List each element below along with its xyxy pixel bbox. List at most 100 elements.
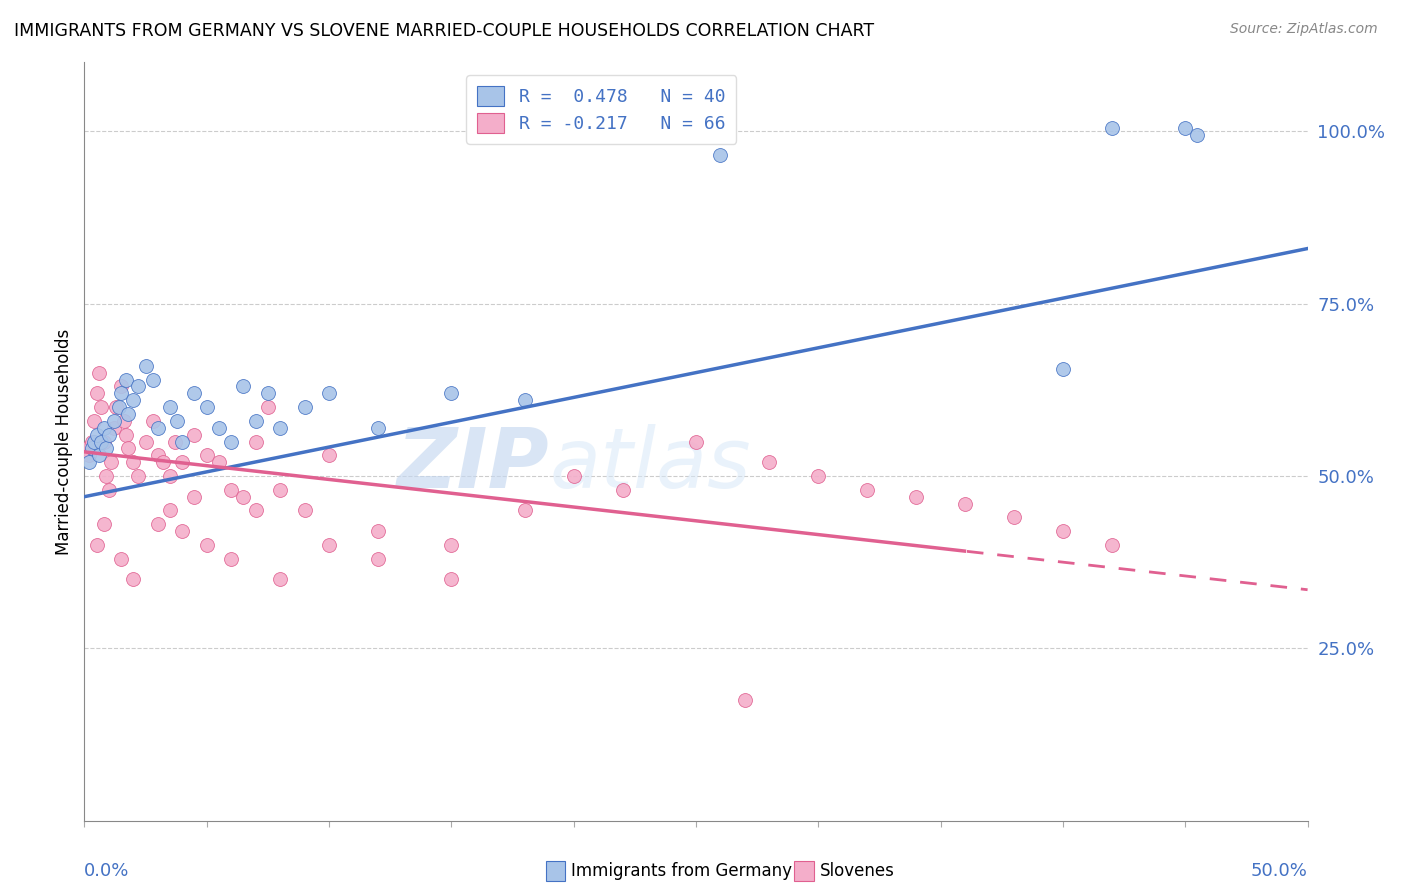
Point — [135, 434, 157, 449]
Point — [294, 503, 316, 517]
Legend: R =  0.478   N = 40, R = -0.217   N = 66: R = 0.478 N = 40, R = -0.217 N = 66 — [467, 75, 737, 144]
Text: Immigrants from Germany: Immigrants from Germany — [571, 863, 792, 880]
Point — [905, 490, 928, 504]
Point — [758, 455, 780, 469]
Point — [86, 386, 108, 401]
Point — [208, 455, 231, 469]
Point — [245, 414, 267, 428]
Point — [318, 386, 340, 401]
Y-axis label: Married-couple Households: Married-couple Households — [55, 328, 73, 555]
Point — [97, 427, 120, 442]
Point — [117, 407, 139, 421]
Point — [440, 386, 463, 401]
Point — [1002, 510, 1025, 524]
Point — [1101, 538, 1123, 552]
Point — [513, 393, 536, 408]
Point — [127, 379, 149, 393]
Point — [1187, 128, 1209, 142]
Point — [142, 372, 165, 386]
Point — [245, 434, 267, 449]
Point — [195, 400, 218, 414]
Point — [1052, 524, 1074, 538]
Text: IMMIGRANTS FROM GERMANY VS SLOVENE MARRIED-COUPLE HOUSEHOLDS CORRELATION CHART: IMMIGRANTS FROM GERMANY VS SLOVENE MARRI… — [14, 22, 875, 40]
Point — [96, 442, 118, 456]
Text: 0.0%: 0.0% — [84, 863, 129, 880]
Point — [166, 414, 188, 428]
Point — [135, 359, 157, 373]
Point — [172, 524, 194, 538]
Point — [208, 421, 231, 435]
Point — [146, 517, 169, 532]
Point — [183, 386, 205, 401]
Point — [93, 517, 115, 532]
Point — [172, 455, 194, 469]
Point — [440, 538, 463, 552]
Point — [100, 455, 122, 469]
Point — [87, 448, 110, 462]
Point — [146, 448, 169, 462]
Point — [93, 421, 115, 435]
Point — [159, 400, 181, 414]
Point — [127, 469, 149, 483]
Point — [562, 469, 585, 483]
Point — [232, 379, 254, 393]
Text: atlas: atlas — [550, 424, 751, 505]
Point — [219, 551, 242, 566]
Point — [86, 538, 108, 552]
Point — [110, 379, 132, 393]
Point — [77, 448, 100, 462]
Point — [183, 427, 205, 442]
Point — [1101, 120, 1123, 135]
Point — [513, 503, 536, 517]
Point — [195, 538, 218, 552]
Point — [122, 573, 145, 587]
Point — [163, 434, 186, 449]
Point — [367, 524, 389, 538]
Point — [112, 414, 135, 428]
Point — [83, 414, 105, 428]
Point — [97, 483, 120, 497]
Point — [115, 372, 138, 386]
Point — [103, 414, 125, 428]
Point — [367, 421, 389, 435]
Point — [685, 434, 707, 449]
Point — [367, 551, 389, 566]
Point — [318, 538, 340, 552]
Point — [159, 469, 181, 483]
Point — [159, 503, 181, 517]
Point — [142, 414, 165, 428]
Text: 50.0%: 50.0% — [1251, 863, 1308, 880]
Point — [294, 400, 316, 414]
Point — [440, 573, 463, 587]
Point — [269, 573, 291, 587]
Point — [76, 442, 98, 456]
Point — [195, 448, 218, 462]
Point — [734, 693, 756, 707]
Point — [122, 393, 145, 408]
Point — [110, 386, 132, 401]
Point — [122, 455, 145, 469]
Point — [107, 400, 129, 414]
Point — [90, 434, 112, 449]
Point — [152, 455, 174, 469]
Point — [172, 434, 194, 449]
Point — [96, 469, 118, 483]
Point — [93, 434, 115, 449]
Point — [232, 490, 254, 504]
Point — [183, 490, 205, 504]
Point — [77, 455, 100, 469]
Point — [103, 421, 125, 435]
Point — [146, 421, 169, 435]
Point — [612, 483, 634, 497]
Point — [105, 400, 128, 414]
Point — [80, 442, 103, 456]
Point — [83, 434, 105, 449]
Point — [219, 434, 242, 449]
Point — [110, 551, 132, 566]
Point — [245, 503, 267, 517]
Point — [115, 427, 138, 442]
Text: Slovenes: Slovenes — [820, 863, 894, 880]
Point — [1174, 120, 1197, 135]
Point — [709, 148, 731, 162]
Point — [269, 483, 291, 497]
